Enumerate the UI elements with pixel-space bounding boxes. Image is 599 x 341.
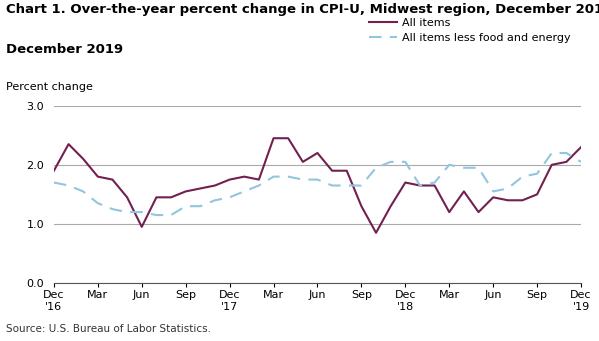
Legend: All items, All items less food and energy: All items, All items less food and energ… [365, 14, 576, 47]
All items less food and energy [534, 172, 541, 176]
All items [328, 169, 335, 173]
All items less food and energy [358, 183, 365, 188]
All items less food and energy [460, 166, 467, 170]
All items less food and energy [563, 151, 570, 155]
All items less food and energy [109, 207, 116, 211]
All items [475, 210, 482, 214]
All items [358, 204, 365, 208]
All items less food and energy [196, 204, 204, 208]
All items less food and energy [446, 163, 453, 167]
All items [241, 175, 248, 179]
All items less food and energy [548, 151, 555, 155]
All items [534, 192, 541, 196]
All items less food and energy [343, 183, 350, 188]
Text: Percent change: Percent change [6, 82, 93, 92]
All items [226, 178, 233, 182]
Text: December 2019: December 2019 [6, 43, 123, 56]
All items [548, 163, 555, 167]
All items less food and energy [226, 195, 233, 199]
All items less food and energy [285, 175, 292, 179]
All items [460, 189, 467, 193]
All items less food and energy [416, 183, 423, 188]
All items less food and energy [50, 180, 58, 184]
All items less food and energy [402, 160, 409, 164]
All items less food and energy [300, 178, 307, 182]
All items [109, 178, 116, 182]
All items less food and energy [153, 213, 160, 217]
All items [168, 195, 175, 199]
All items less food and energy [182, 204, 189, 208]
All items [431, 183, 438, 188]
All items [182, 189, 189, 193]
All items less food and energy [328, 183, 335, 188]
All items [519, 198, 526, 202]
All items less food and energy [475, 166, 482, 170]
All items [300, 160, 307, 164]
All items less food and energy [241, 189, 248, 193]
All items less food and energy [255, 183, 262, 188]
All items less food and energy [504, 187, 512, 191]
All items [211, 183, 219, 188]
All items [123, 195, 131, 199]
All items less food and energy [80, 189, 87, 193]
All items less food and energy [65, 183, 72, 188]
Line: All items: All items [54, 138, 581, 233]
All items [270, 136, 277, 140]
All items less food and energy [138, 210, 146, 214]
All items less food and energy [519, 175, 526, 179]
All items [373, 231, 380, 235]
All items less food and energy [270, 175, 277, 179]
All items [489, 195, 497, 199]
All items less food and energy [489, 189, 497, 193]
All items [314, 151, 321, 155]
All items less food and energy [94, 201, 101, 205]
Line: All items less food and energy: All items less food and energy [54, 153, 581, 215]
Text: Source: U.S. Bureau of Labor Statistics.: Source: U.S. Bureau of Labor Statistics. [6, 324, 211, 334]
All items [563, 160, 570, 164]
All items less food and energy [123, 210, 131, 214]
All items less food and energy [431, 180, 438, 184]
All items less food and energy [211, 198, 219, 202]
All items less food and energy [373, 166, 380, 170]
All items [65, 142, 72, 146]
All items [577, 145, 585, 149]
Text: Chart 1. Over-the-year percent change in CPI-U, Midwest region, December 2016–: Chart 1. Over-the-year percent change in… [6, 3, 599, 16]
All items [343, 169, 350, 173]
All items [138, 225, 146, 229]
All items [446, 210, 453, 214]
All items [504, 198, 512, 202]
All items less food and energy [387, 160, 394, 164]
All items [416, 183, 423, 188]
All items [387, 204, 394, 208]
All items [196, 187, 204, 191]
All items [94, 175, 101, 179]
All items less food and energy [168, 213, 175, 217]
All items less food and energy [577, 160, 585, 164]
All items [50, 169, 58, 173]
All items less food and energy [314, 178, 321, 182]
All items [153, 195, 160, 199]
All items [255, 178, 262, 182]
All items [80, 157, 87, 161]
All items [402, 180, 409, 184]
All items [285, 136, 292, 140]
